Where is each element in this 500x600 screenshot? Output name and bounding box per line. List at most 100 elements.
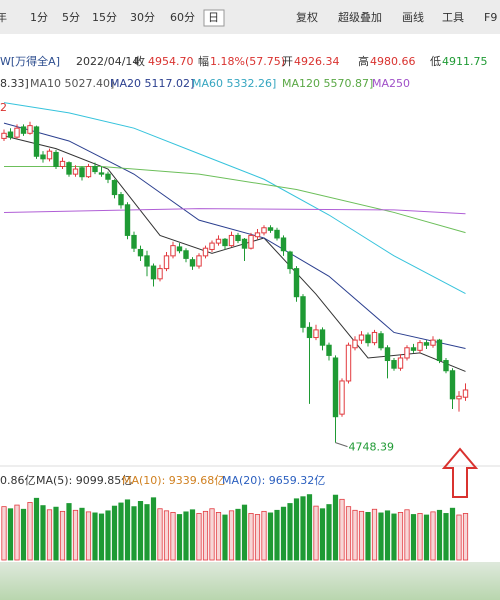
candle-body [209, 242, 215, 250]
period-tab[interactable]: 30分 [130, 11, 155, 24]
toolbar [0, 0, 500, 34]
candle-body [85, 165, 92, 178]
candle-body [111, 180, 118, 196]
volume-bar [319, 508, 326, 561]
ma-line [3, 102, 466, 295]
candle-body [261, 227, 267, 234]
volume-bar [209, 508, 215, 561]
candle-body [7, 131, 14, 138]
period-tab[interactable]: 日 [208, 11, 219, 24]
period-tab[interactable]: 年 [0, 10, 7, 24]
period-tab[interactable]: 5分 [62, 11, 80, 24]
tool-button[interactable]: F9 [484, 11, 497, 24]
quote-field: 幅 [198, 55, 209, 68]
volume-bar [202, 510, 209, 561]
volume-bar [189, 509, 196, 561]
tool-button[interactable]: 画线 [402, 10, 424, 24]
volume-bar [150, 497, 157, 561]
volume-bar [176, 514, 183, 561]
volume-bar [33, 497, 40, 561]
candle-body [287, 251, 293, 270]
selected-box [203, 9, 225, 27]
volume-bar [196, 513, 202, 561]
volume-bar [157, 508, 163, 561]
volume-bar [280, 506, 287, 561]
ma-legend: MA250 [372, 77, 410, 90]
period-tab[interactable]: 60分 [170, 11, 195, 24]
tool-button[interactable]: 复权 [296, 10, 318, 24]
volume-bar [410, 514, 417, 561]
volume-bar [430, 511, 436, 561]
candle-body [196, 255, 202, 267]
period-tab[interactable]: 15分 [92, 11, 117, 24]
volume-bar [66, 503, 72, 561]
volume-bar [92, 512, 98, 561]
volume-bar [293, 498, 300, 561]
volume-bar [98, 513, 105, 561]
candle-body [378, 333, 384, 349]
candle-body [157, 268, 163, 280]
candle-body [345, 344, 352, 382]
volume-bar [423, 514, 430, 561]
volume-bar [326, 504, 332, 561]
candle-body [456, 395, 462, 400]
candle-body [397, 357, 404, 369]
candle-body [98, 172, 105, 175]
candle-body [319, 329, 326, 346]
volume-bar [462, 513, 469, 561]
volume-bar [443, 513, 449, 561]
candle-body [79, 167, 85, 178]
candle-body [371, 331, 378, 344]
ma-line [4, 165, 466, 234]
volume-bar [85, 511, 92, 561]
tool-button[interactable]: 超级叠加 [338, 10, 382, 24]
volume-bar [274, 509, 280, 561]
candle-body [358, 334, 365, 341]
candle-body [241, 238, 248, 249]
quote-field: 4926.34 [294, 55, 340, 68]
price-corner: 2 [0, 101, 7, 114]
volume-bar [7, 508, 14, 561]
period-tab[interactable]: 1分 [30, 11, 48, 24]
candle-body [20, 126, 27, 134]
candle-body [462, 389, 469, 398]
volume-bar [46, 509, 53, 561]
candle-body [391, 360, 397, 369]
volume-bar [72, 509, 79, 561]
candle-body [183, 250, 189, 259]
volume-legend: MA(20): 9659.32亿 [222, 474, 325, 487]
volume-bar [124, 499, 131, 561]
ma-line [3, 208, 466, 215]
candle-body [176, 246, 183, 252]
volume-bar [397, 512, 404, 561]
candle-body [144, 255, 150, 267]
volume-legend: MA(10): 9339.68亿 [122, 474, 225, 487]
quote-field: 4980.66 [370, 55, 416, 68]
candle-body [449, 370, 456, 400]
candle-body [254, 232, 261, 238]
ma-line [3, 135, 466, 372]
candle-body [228, 234, 235, 247]
candle-body [170, 245, 176, 257]
candle-body [163, 255, 170, 270]
volume-bar [105, 510, 111, 561]
volume-bar [222, 514, 228, 561]
annotation-arrow [441, 447, 479, 498]
volume-bar [371, 508, 378, 561]
candle-body [248, 234, 254, 249]
candle-body [92, 165, 98, 173]
candle-body [430, 339, 436, 346]
volume-bar [27, 502, 33, 561]
quote-field: 2022/04/14 [76, 55, 139, 68]
low-label: 4748.39 [349, 441, 395, 454]
candle-body [40, 154, 46, 160]
candle-body [14, 127, 20, 138]
volume-bar [456, 514, 462, 561]
tool-button[interactable]: 工具 [442, 11, 464, 24]
candle-body [137, 248, 144, 257]
volume-bar [1, 506, 7, 561]
volume-bar [228, 510, 235, 561]
candle-body [293, 268, 300, 298]
candle-body [189, 259, 196, 267]
